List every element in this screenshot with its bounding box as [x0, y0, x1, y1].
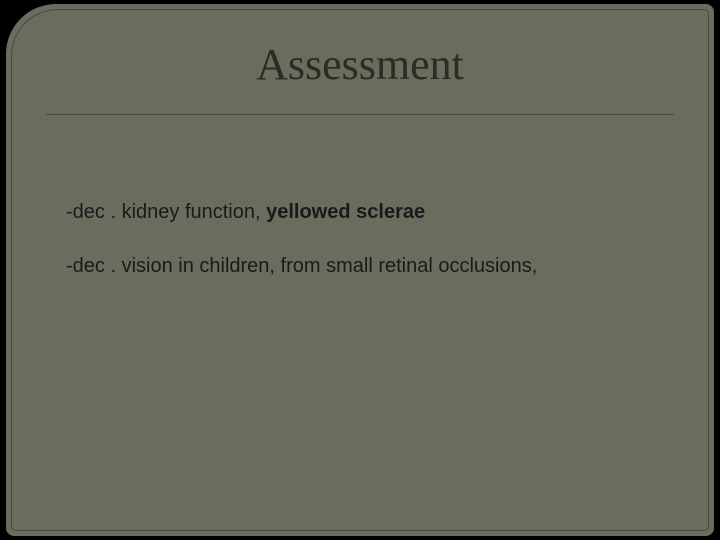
bullet-text-bold: yellowed sclerae: [266, 201, 425, 223]
content-area: -dec . kidney function, yellowed sclerae…: [66, 199, 654, 307]
bullet-text-prefix: -dec . vision in children, from small re…: [66, 255, 537, 277]
bullet-item: -dec . vision in children, from small re…: [66, 253, 654, 279]
bullet-text-prefix: -dec . kidney function,: [66, 201, 266, 223]
bullet-item: -dec . kidney function, yellowed sclerae: [66, 199, 654, 225]
slide-title: Assessment: [6, 39, 714, 90]
slide-frame: Assessment -dec . kidney function, yello…: [6, 4, 714, 536]
title-underline: [46, 114, 674, 115]
